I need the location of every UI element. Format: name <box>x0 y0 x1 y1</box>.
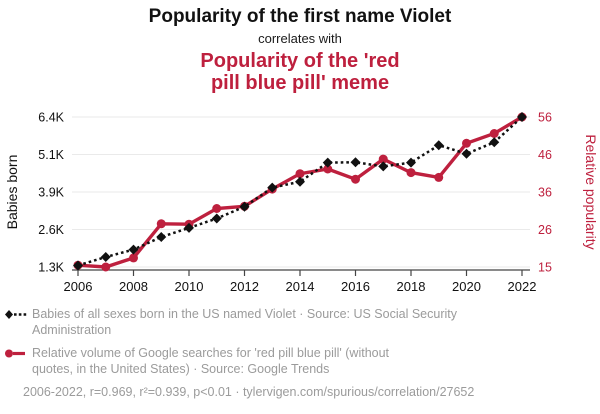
legend-entry-redpill-searches: Relative volume of Google searches for '… <box>5 345 575 377</box>
x-axis-tick-label: 2018 <box>397 279 426 294</box>
circle-marker <box>462 138 471 148</box>
left-axis-tick-label: 5.1K <box>38 148 64 162</box>
right-axis-tick-label: 46 <box>538 148 552 162</box>
diamond-marker <box>489 137 500 148</box>
diamond-marker <box>350 157 361 168</box>
diamond-marker <box>156 232 167 242</box>
stats-and-source-footnote: 2006-2022, r=0.969, r²=0.939, p<0.01 · t… <box>23 385 475 399</box>
legend-label-violet-births: Babies of all sexes born in the US named… <box>32 307 457 337</box>
right-axis-tick-label: 15 <box>538 261 552 275</box>
diamond-marker <box>128 244 139 255</box>
right-axis-title: Relative popularity <box>583 134 599 249</box>
x-axis-tick-label: 2016 <box>341 279 370 294</box>
legend-label-redpill-searches: Relative volume of Google searches for '… <box>32 346 390 376</box>
chart-title-primary: Popularity of the first name Violet <box>148 6 452 27</box>
diamond-marker <box>184 222 194 233</box>
diamond-marker <box>73 260 83 271</box>
diamond-marker <box>239 201 250 212</box>
x-axis-tick-label: 2022 <box>508 279 537 294</box>
solid-circle-series-icon <box>5 349 25 358</box>
right-axis-tick-label: 36 <box>538 186 552 200</box>
circle-marker <box>129 253 138 263</box>
x-axis-tick-label: 2020 <box>452 279 481 294</box>
circle-marker <box>489 129 499 138</box>
diamond-marker <box>406 157 416 168</box>
x-axis-tick-label: 2006 <box>64 279 93 294</box>
circle-marker <box>156 219 166 229</box>
diamond-marker <box>211 213 222 224</box>
circle-marker <box>406 168 416 178</box>
circle-marker <box>212 204 222 213</box>
diamond-marker <box>322 157 333 168</box>
circle-marker <box>434 172 444 182</box>
series-line-left <box>77 116 523 267</box>
left-axis-tick-label: 2.6K <box>38 223 64 237</box>
left-axis-tick-label: 1.3K <box>38 261 64 275</box>
right-axis-tick-label: 26 <box>538 223 552 237</box>
diamond-marker <box>100 252 111 262</box>
diamond-marker <box>267 182 278 193</box>
circle-marker <box>101 262 111 272</box>
diamond-marker <box>461 148 472 159</box>
left-axis-tick-label: 3.9K <box>38 186 64 200</box>
chart-title-connector: correlates with <box>258 31 342 46</box>
diamond-marker <box>378 161 389 172</box>
left-axis-tick-label: 6.4K <box>38 111 64 125</box>
x-axis-tick-label: 2012 <box>230 279 259 294</box>
circle-marker <box>323 164 333 174</box>
circle-marker <box>351 174 360 184</box>
line-chart-plot: 6.4K 56 5.1K 46 3.9K 36 2.6K 26 1.3K 15 2006 2008 20… <box>4 111 599 295</box>
diamond-marker <box>517 112 527 122</box>
diamond-marker <box>433 140 444 151</box>
right-axis-tick-label: 56 <box>538 111 552 125</box>
dotted-diamond-series-icon <box>5 310 27 319</box>
diamond-marker <box>295 176 305 187</box>
x-axis-tick-label: 2010 <box>175 279 204 294</box>
x-axis-tick-label: 2008 <box>119 279 148 294</box>
chart-legend: Babies of all sexes born in the US named… <box>5 306 575 384</box>
left-axis-title: Babies born <box>4 155 20 230</box>
circle-marker <box>378 154 388 164</box>
circle-marker <box>295 169 305 179</box>
x-axis-tick-label: 2014 <box>286 279 315 294</box>
legend-entry-violet-births: Babies of all sexes born in the US named… <box>5 306 575 338</box>
chart-title-secondary: Popularity of the 'red pill blue pill' me… <box>200 50 400 94</box>
